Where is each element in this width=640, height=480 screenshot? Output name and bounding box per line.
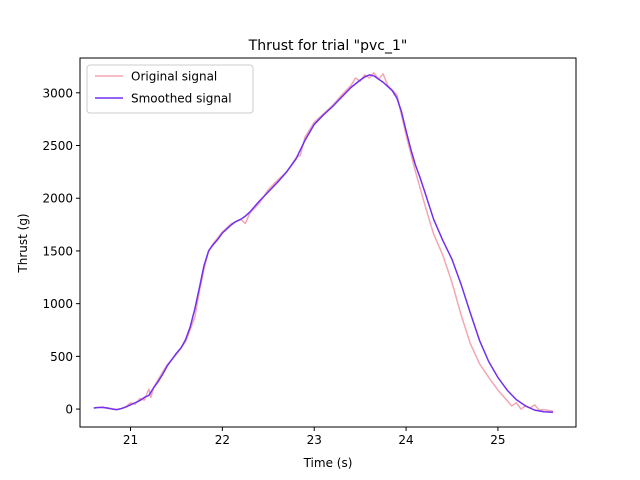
legend: Original signal Smoothed signal	[86, 64, 254, 114]
plot-frame	[79, 57, 577, 428]
y-axis-label: Thrust (g)	[16, 213, 30, 273]
y-tick-label: 3000	[42, 86, 73, 100]
x-tick-label: 23	[307, 433, 322, 447]
y-tick-label: 1500	[42, 244, 73, 258]
y-tick-label: 2000	[42, 192, 73, 206]
legend-label-smoothed: Smoothed signal	[131, 92, 232, 106]
y-tick-label: 1000	[42, 297, 73, 311]
x-axis: 21 22 23 24 25	[123, 427, 506, 447]
series-line-original	[93, 72, 554, 412]
x-tick-label: 24	[398, 433, 413, 447]
x-tick-label: 22	[215, 433, 230, 447]
x-axis-label: Time (s)	[303, 456, 353, 470]
y-tick-label: 500	[50, 350, 73, 364]
chart-title: Thrust for trial "pvc_1"	[248, 38, 408, 54]
plot-lines	[93, 72, 554, 413]
y-axis: 0 500 1000 1500 2000 2500 3000	[42, 86, 80, 417]
legend-label-original: Original signal	[131, 70, 217, 84]
legend-box	[86, 64, 254, 114]
y-tick-label: 0	[65, 403, 73, 417]
x-tick-label: 25	[490, 433, 505, 447]
series-line-smoothed	[93, 74, 554, 413]
x-tick-label: 21	[123, 433, 138, 447]
y-tick-label: 2500	[42, 139, 73, 153]
